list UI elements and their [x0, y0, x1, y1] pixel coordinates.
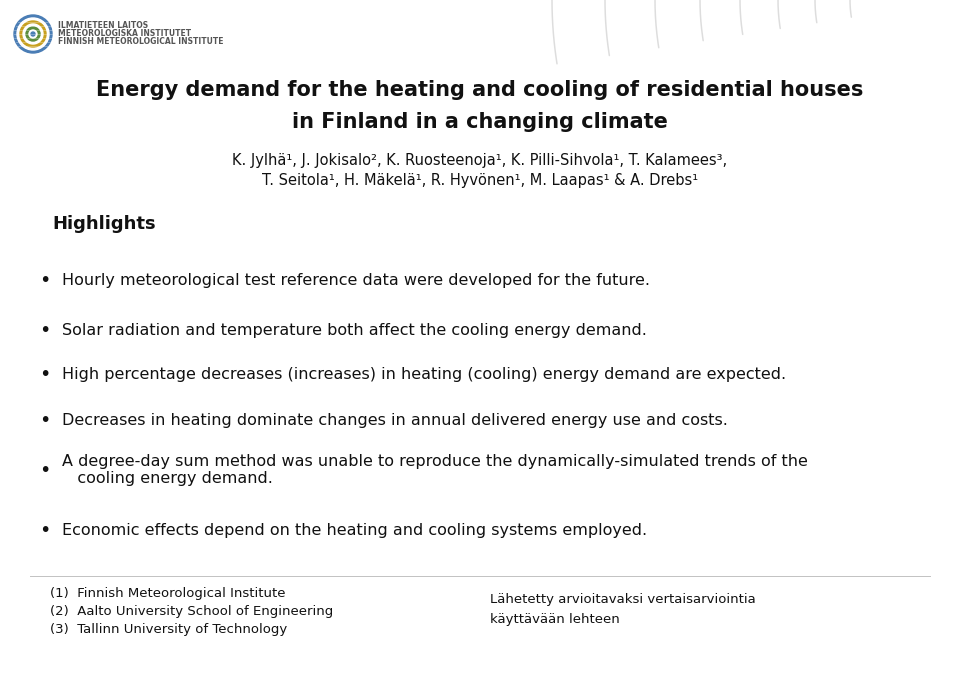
Text: METEOROLOGISKA INSTITUTET: METEOROLOGISKA INSTITUTET	[58, 29, 191, 38]
Text: Solar radiation and temperature both affect the cooling energy demand.: Solar radiation and temperature both aff…	[62, 322, 647, 337]
Text: (1)  Finnish Meteorological Institute: (1) Finnish Meteorological Institute	[50, 588, 285, 601]
Circle shape	[14, 15, 52, 53]
Text: A degree-day sum method was unable to reproduce the dynamically-simulated trends: A degree-day sum method was unable to re…	[62, 453, 808, 486]
Text: Economic effects depend on the heating and cooling systems employed.: Economic effects depend on the heating a…	[62, 523, 647, 538]
Text: (2)  Aalto University School of Engineering: (2) Aalto University School of Engineeri…	[50, 605, 333, 618]
Text: Decreases in heating dominate changes in annual delivered energy use and costs.: Decreases in heating dominate changes in…	[62, 412, 728, 428]
Text: •: •	[39, 521, 51, 540]
Circle shape	[17, 18, 49, 50]
Circle shape	[29, 30, 37, 38]
Text: •: •	[39, 460, 51, 479]
Text: FINNISH METEOROLOGICAL INSTITUTE: FINNISH METEOROLOGICAL INSTITUTE	[58, 38, 224, 47]
Circle shape	[23, 24, 43, 44]
Text: Lähetetty arvioitavaksi vertaisarviointia: Lähetetty arvioitavaksi vertaisarviointi…	[490, 594, 756, 607]
Text: High percentage decreases (increases) in heating (cooling) energy demand are exp: High percentage decreases (increases) in…	[62, 367, 786, 382]
Circle shape	[26, 27, 40, 41]
Text: T. Seitola¹, H. Mäkelä¹, R. Hyvönen¹, M. Laapas¹ & A. Drebs¹: T. Seitola¹, H. Mäkelä¹, R. Hyvönen¹, M.…	[262, 172, 698, 187]
Text: in Finland in a changing climate: in Finland in a changing climate	[292, 112, 668, 132]
Text: •: •	[39, 321, 51, 339]
Text: Energy demand for the heating and cooling of residential houses: Energy demand for the heating and coolin…	[96, 80, 864, 100]
Text: •: •	[39, 270, 51, 289]
Text: Hourly meteorological test reference data were developed for the future.: Hourly meteorological test reference dat…	[62, 272, 650, 287]
Text: Highlights: Highlights	[52, 215, 156, 233]
Text: käyttävään lehteen: käyttävään lehteen	[490, 614, 620, 627]
Text: •: •	[39, 365, 51, 384]
Text: ILMATIETEEN LAITOS: ILMATIETEEN LAITOS	[58, 21, 148, 31]
Circle shape	[31, 32, 35, 36]
Circle shape	[20, 21, 46, 47]
Text: •: •	[39, 410, 51, 430]
Text: (3)  Tallinn University of Technology: (3) Tallinn University of Technology	[50, 624, 287, 637]
Text: K. Jylhä¹, J. Jokisalo², K. Ruosteenoja¹, K. Pilli-Sihvola¹, T. Kalamees³,: K. Jylhä¹, J. Jokisalo², K. Ruosteenoja¹…	[232, 153, 728, 168]
